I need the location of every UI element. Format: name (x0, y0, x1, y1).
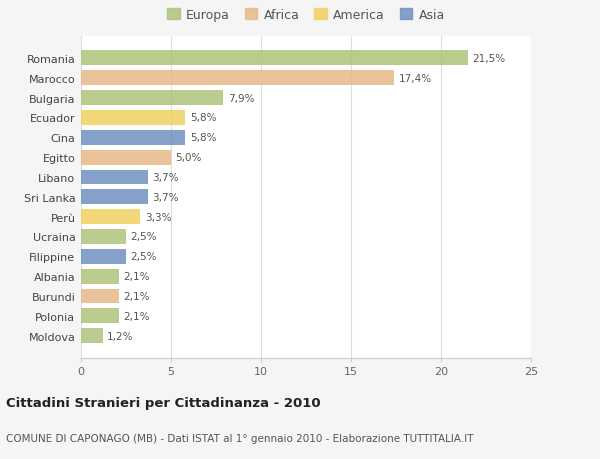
Bar (81, 329, 103, 343)
Text: 7,9%: 7,9% (228, 93, 254, 103)
Legend: Europa, Africa, America, Asia: Europa, Africa, America, Asia (164, 6, 448, 24)
Bar (81, 210, 140, 224)
Bar (81, 170, 148, 185)
Text: 2,5%: 2,5% (131, 252, 157, 262)
Text: 2,5%: 2,5% (131, 232, 157, 242)
Text: 1,2%: 1,2% (107, 331, 134, 341)
Text: 17,4%: 17,4% (398, 73, 432, 84)
Bar (81, 230, 126, 244)
Text: 3,3%: 3,3% (145, 212, 172, 222)
Bar (81, 190, 148, 205)
Text: 2,1%: 2,1% (124, 272, 150, 281)
Text: 5,0%: 5,0% (176, 153, 202, 163)
Bar (81, 51, 468, 66)
Text: 2,1%: 2,1% (124, 291, 150, 302)
Text: 2,1%: 2,1% (124, 311, 150, 321)
Text: Cittadini Stranieri per Cittadinanza - 2010: Cittadini Stranieri per Cittadinanza - 2… (6, 396, 320, 409)
Text: COMUNE DI CAPONAGO (MB) - Dati ISTAT al 1° gennaio 2010 - Elaborazione TUTTITALI: COMUNE DI CAPONAGO (MB) - Dati ISTAT al … (6, 433, 473, 442)
Bar (81, 111, 185, 126)
Bar (81, 309, 119, 324)
Text: 3,7%: 3,7% (152, 192, 179, 202)
Bar (81, 130, 185, 146)
Bar (81, 249, 126, 264)
Bar (81, 269, 119, 284)
Bar (81, 71, 394, 86)
Bar (81, 151, 171, 165)
Text: 21,5%: 21,5% (473, 54, 506, 64)
Bar (81, 289, 119, 304)
Text: 3,7%: 3,7% (152, 173, 179, 183)
Bar (81, 91, 223, 106)
Text: 5,8%: 5,8% (190, 113, 217, 123)
Text: 5,8%: 5,8% (190, 133, 217, 143)
